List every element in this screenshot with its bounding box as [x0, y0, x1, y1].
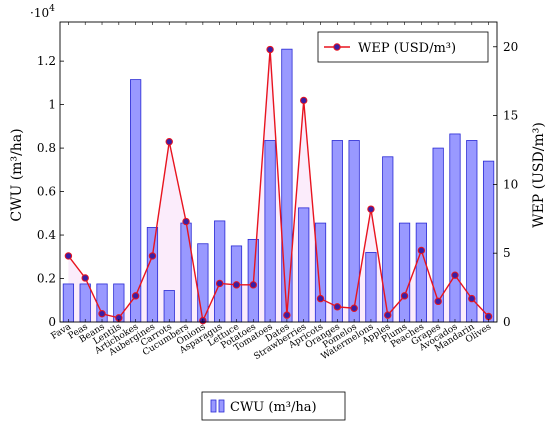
bar-asparagus: [214, 220, 226, 323]
bar-legend: CWU (m³/ha): [201, 391, 346, 421]
bar-peas: [79, 283, 91, 323]
bar-apricots: [314, 222, 327, 323]
bar-peaches: [415, 222, 427, 323]
left-tick-label: 0: [48, 315, 56, 329]
left-tick-label: 0.2: [37, 272, 56, 286]
plot-frame: [59, 21, 498, 323]
wep-point-peaches: [417, 246, 426, 255]
line-legend-label: WEP (USD/m³): [358, 41, 456, 56]
wep-point-plums: [400, 292, 409, 300]
wep-point-carrots: [165, 138, 173, 146]
wep-point-strawberries: [300, 96, 308, 105]
wep-point-mandarin: [468, 294, 476, 303]
wep-point-olives: [484, 312, 493, 321]
wep-point-avocados: [451, 271, 459, 279]
bar-avocados: [449, 133, 461, 323]
bar-legend-swatch-1: [210, 399, 217, 413]
wep-point-artichokes: [131, 292, 140, 300]
left-tick-label: 0.8: [37, 141, 56, 155]
wep-point-pomelos: [350, 304, 358, 312]
line-legend: WEP (USD/m³): [317, 31, 489, 63]
wep-point-grapes: [434, 297, 442, 306]
wep-point-apricots: [316, 294, 325, 303]
bar-apples: [382, 156, 394, 323]
bar-legend-swatch-2: [218, 399, 225, 413]
wep-point-tomatoes: [266, 45, 274, 54]
left-tick-label: 1.2: [37, 54, 56, 68]
bar-tomatoes: [264, 140, 276, 323]
bar-plums: [398, 222, 411, 323]
wep-line: [67, 49, 490, 324]
bar-olives: [482, 160, 495, 323]
bar-strawberries: [298, 207, 310, 323]
right-tick-label: 20: [503, 40, 518, 54]
right-tick-label: 0: [503, 315, 511, 329]
wep-point-fava: [64, 252, 73, 260]
wep-point-beans: [98, 310, 106, 318]
bar-fava: [62, 283, 75, 323]
right-tick-label: 5: [503, 246, 511, 260]
left-axis-title: CWU (m³/ha): [9, 128, 25, 221]
bar-aubergines: [146, 227, 159, 323]
line-legend-marker: [333, 43, 341, 51]
wep-point-dates: [283, 311, 291, 319]
right-axis-title: WEP (USD/m³): [531, 122, 547, 228]
wep-point-lettuce: [232, 281, 241, 289]
wep-point-apples: [384, 311, 392, 319]
bar-legend-label: CWU (m³/ha): [230, 400, 317, 415]
bar-mandarin: [466, 140, 478, 323]
right-tick-label: 10: [503, 177, 518, 191]
left-axis-multiplier: ·104: [30, 4, 55, 20]
bar-onions: [197, 243, 209, 323]
wep-point-oranges: [333, 303, 342, 311]
wep-point-potatoes: [249, 281, 257, 289]
bar-dates: [281, 48, 293, 323]
wep-point-watermelons: [367, 205, 375, 213]
wep-point-asparagus: [215, 279, 224, 288]
wep-point-peas: [81, 274, 89, 282]
bar-watermelons: [365, 252, 377, 323]
bar-carrots: [163, 290, 175, 323]
left-tick-label: 0.4: [37, 228, 56, 242]
bar-pomelos: [348, 140, 360, 323]
left-tick-label: 0.6: [37, 185, 56, 199]
bar-oranges: [331, 140, 343, 323]
wep-point-aubergines: [148, 252, 157, 260]
wep-point-cucumbers: [182, 217, 190, 226]
right-tick-label: 15: [503, 109, 518, 123]
left-tick-label: 1: [48, 98, 56, 112]
bar-cucumbers: [180, 222, 192, 323]
